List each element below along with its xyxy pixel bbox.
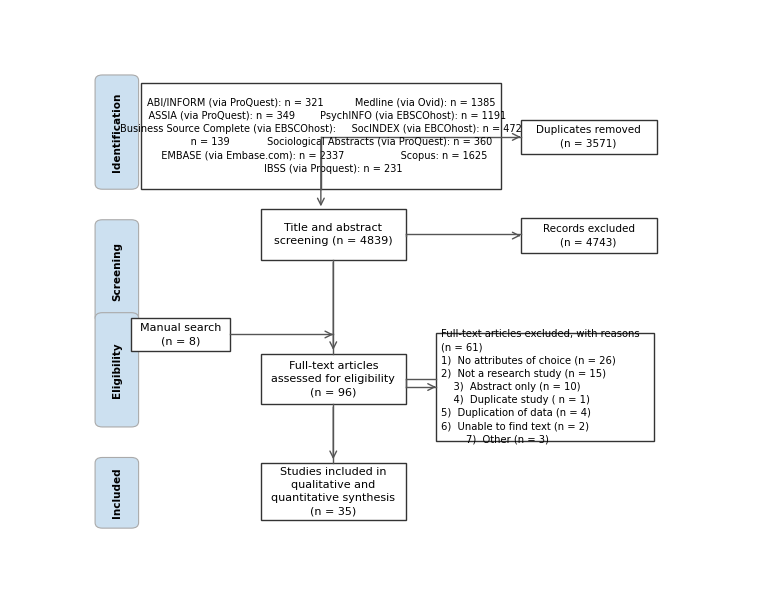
FancyBboxPatch shape <box>521 120 657 154</box>
FancyBboxPatch shape <box>95 75 139 190</box>
FancyBboxPatch shape <box>131 318 231 350</box>
Text: ABI/INFORM (via ProQuest): n = 321          Medline (via Ovid): n = 1385
    ASS: ABI/INFORM (via ProQuest): n = 321 Medli… <box>120 98 522 174</box>
Text: Identification: Identification <box>112 92 122 172</box>
Text: Records excluded
(n = 4743): Records excluded (n = 4743) <box>543 224 635 247</box>
Text: Included: Included <box>112 467 122 518</box>
FancyBboxPatch shape <box>261 463 406 520</box>
Text: Manual search
(n = 8): Manual search (n = 8) <box>140 323 222 346</box>
FancyBboxPatch shape <box>95 313 139 427</box>
Text: Screening: Screening <box>112 241 122 300</box>
Text: Studies included in
qualitative and
quantitative synthesis
(n = 35): Studies included in qualitative and quan… <box>271 467 395 517</box>
FancyBboxPatch shape <box>436 333 654 441</box>
Text: Duplicates removed
(n = 3571): Duplicates removed (n = 3571) <box>537 125 641 148</box>
Text: Eligibility: Eligibility <box>112 342 122 398</box>
FancyBboxPatch shape <box>95 220 139 322</box>
FancyBboxPatch shape <box>141 83 501 188</box>
Text: Full-text articles excluded, with reasons
(n = 61)
1)  No attributes of choice (: Full-text articles excluded, with reason… <box>441 329 640 445</box>
FancyBboxPatch shape <box>95 458 139 528</box>
FancyBboxPatch shape <box>521 218 657 253</box>
Text: Title and abstract
screening (n = 4839): Title and abstract screening (n = 4839) <box>274 223 392 246</box>
FancyBboxPatch shape <box>261 354 406 404</box>
FancyBboxPatch shape <box>261 209 406 260</box>
Text: Full-text articles
assessed for eligibility
(n = 96): Full-text articles assessed for eligibil… <box>271 361 395 397</box>
